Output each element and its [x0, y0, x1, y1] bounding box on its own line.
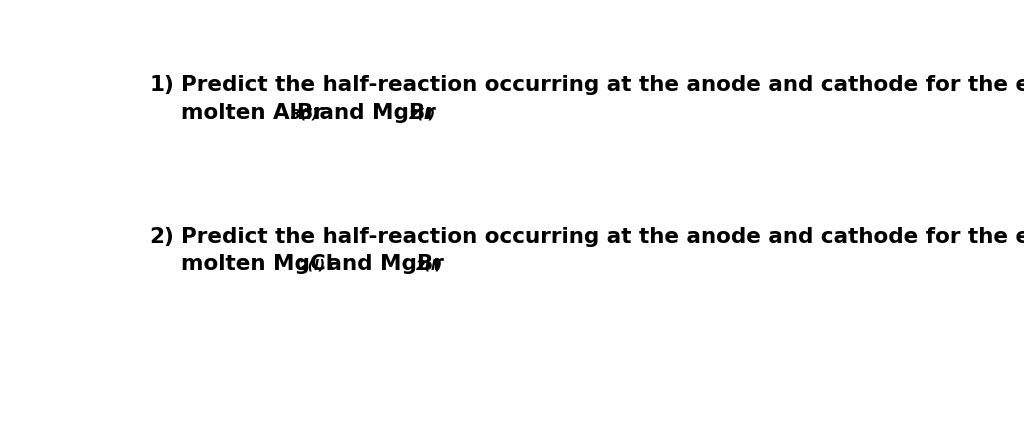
- Text: molten AlBr: molten AlBr: [180, 103, 324, 123]
- Text: molten MgCl: molten MgCl: [180, 254, 333, 274]
- Text: 2): 2): [150, 226, 174, 246]
- Text: 2(l): 2(l): [416, 259, 442, 273]
- Text: 2(l): 2(l): [299, 259, 326, 273]
- Text: Predict the half-reaction occurring at the anode and cathode for the electrolysi: Predict the half-reaction occurring at t…: [180, 75, 1024, 95]
- Text: Predict the half-reaction occurring at the anode and cathode for the electrolysi: Predict the half-reaction occurring at t…: [180, 226, 1024, 246]
- Text: 2(l): 2(l): [409, 107, 435, 121]
- Text: 3(l): 3(l): [292, 107, 318, 121]
- Text: and MgBr: and MgBr: [312, 103, 436, 123]
- Text: 1): 1): [150, 75, 174, 95]
- Text: and MgBr: and MgBr: [319, 254, 443, 274]
